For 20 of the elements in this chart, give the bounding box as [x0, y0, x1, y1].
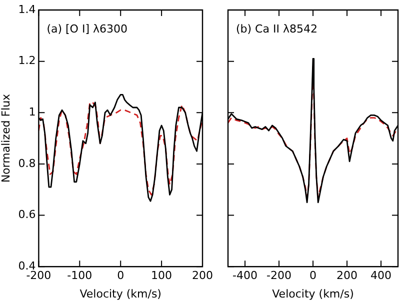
text: (a) [O I] λ6300	[46, 22, 128, 36]
x-tick-label: 0	[117, 269, 124, 282]
x-tick-label: 200	[192, 269, 213, 282]
x-axis-title: Velocity (km/s)	[272, 287, 354, 300]
y-tick-label: 1.4	[18, 2, 36, 16]
y-tick-label: 0.8	[18, 156, 36, 170]
x-tick-label: 100	[151, 269, 172, 282]
x-axis-title: Velocity (km/s)	[80, 287, 162, 300]
x-tick-label: 0	[310, 269, 316, 282]
x-tick-label: -200	[26, 269, 52, 282]
text: (b) Ca II λ8542	[236, 22, 318, 36]
y-tick-label: 1	[28, 106, 36, 118]
x-tick-label: 400	[370, 269, 392, 282]
y-tick-label: 1.2	[18, 54, 36, 68]
y-tick-label: 0.6	[18, 208, 36, 222]
x-tick-label: -100	[67, 269, 92, 282]
x-tick-label: -400	[232, 269, 258, 282]
y-axis-title: Normalized Flux	[0, 93, 12, 183]
x-tick-label: 200	[336, 269, 358, 282]
x-tick-label: -200	[266, 269, 292, 282]
